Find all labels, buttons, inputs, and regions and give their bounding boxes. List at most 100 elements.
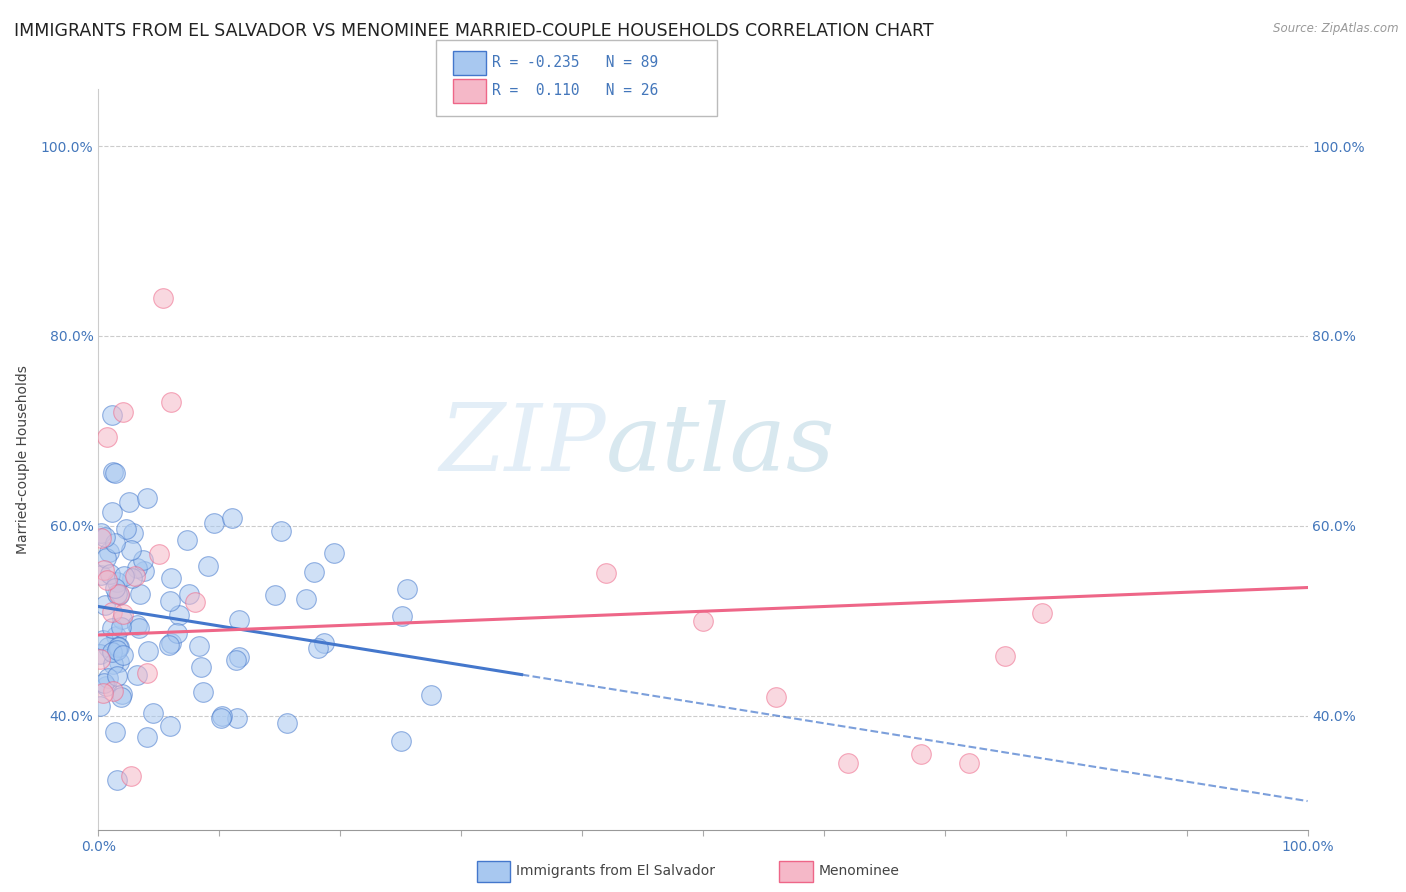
Point bbox=[314, 635, 336, 649]
Point bbox=[105, 587, 128, 601]
Point bbox=[93, 563, 115, 577]
Point bbox=[420, 688, 443, 702]
Point bbox=[148, 547, 170, 561]
Point bbox=[323, 546, 346, 560]
Point bbox=[177, 587, 200, 601]
Point bbox=[127, 668, 149, 682]
Point bbox=[211, 711, 233, 725]
Point bbox=[112, 569, 135, 583]
Point bbox=[221, 511, 243, 525]
Point bbox=[389, 734, 412, 748]
Text: IMMIGRANTS FROM EL SALVADOR VS MENOMINEE MARRIED-COUPLE HOUSEHOLDS CORRELATION C: IMMIGRANTS FROM EL SALVADOR VS MENOMINEE… bbox=[14, 22, 934, 40]
Point bbox=[90, 567, 112, 582]
Point bbox=[110, 620, 132, 634]
Point bbox=[110, 690, 132, 704]
Point bbox=[96, 430, 118, 444]
Point bbox=[1031, 606, 1053, 620]
Point bbox=[957, 756, 980, 771]
Point bbox=[166, 626, 188, 640]
Point bbox=[228, 650, 250, 665]
Point bbox=[108, 589, 131, 603]
Point bbox=[101, 621, 124, 635]
Point bbox=[159, 718, 181, 732]
Point bbox=[160, 395, 183, 409]
Point bbox=[159, 594, 181, 608]
Point bbox=[108, 656, 131, 670]
Point bbox=[391, 608, 413, 623]
Point bbox=[93, 530, 115, 544]
Point bbox=[100, 505, 122, 519]
Point bbox=[595, 566, 617, 581]
Point bbox=[142, 706, 165, 720]
Y-axis label: Married-couple Households: Married-couple Households bbox=[15, 365, 30, 554]
Point bbox=[111, 648, 134, 663]
Point bbox=[111, 607, 134, 621]
Point bbox=[98, 567, 121, 582]
Point bbox=[101, 645, 124, 659]
Point bbox=[89, 648, 111, 662]
Point bbox=[101, 684, 124, 698]
Point bbox=[96, 573, 118, 587]
Point bbox=[692, 614, 714, 628]
Point bbox=[104, 725, 127, 739]
Point bbox=[94, 680, 117, 694]
Point bbox=[103, 467, 125, 481]
Point bbox=[157, 638, 180, 652]
Point bbox=[128, 621, 150, 635]
Point bbox=[107, 640, 129, 655]
Point bbox=[100, 606, 122, 620]
Point bbox=[111, 612, 134, 626]
Point bbox=[97, 671, 120, 685]
Text: Menominee: Menominee bbox=[818, 864, 900, 879]
Point bbox=[101, 466, 124, 480]
Point bbox=[120, 543, 142, 558]
Point bbox=[112, 405, 135, 419]
Point bbox=[131, 553, 153, 567]
Point bbox=[202, 516, 225, 530]
Point bbox=[91, 633, 114, 648]
Point bbox=[910, 747, 932, 761]
Point bbox=[115, 522, 138, 536]
Point bbox=[118, 495, 141, 509]
Point bbox=[190, 659, 212, 673]
Point bbox=[89, 698, 111, 713]
Point bbox=[184, 595, 207, 609]
Point bbox=[104, 581, 127, 595]
Point bbox=[101, 409, 124, 423]
Point bbox=[96, 551, 118, 566]
Point bbox=[136, 491, 159, 506]
Point bbox=[264, 588, 287, 602]
Point bbox=[395, 582, 418, 596]
Point bbox=[136, 643, 159, 657]
Point bbox=[294, 591, 316, 606]
Point bbox=[105, 669, 128, 683]
Point bbox=[97, 544, 120, 558]
Point bbox=[91, 686, 114, 700]
Point bbox=[837, 756, 859, 771]
Point bbox=[307, 641, 329, 656]
Point bbox=[160, 636, 183, 650]
Point bbox=[225, 653, 247, 667]
Point bbox=[121, 571, 143, 585]
Point bbox=[108, 640, 131, 654]
Point bbox=[105, 772, 128, 787]
Point bbox=[211, 709, 233, 723]
Point bbox=[197, 558, 219, 573]
Point bbox=[169, 608, 191, 623]
Point bbox=[89, 651, 111, 665]
Point bbox=[108, 587, 131, 601]
Point bbox=[97, 640, 120, 654]
Text: R =  0.110   N = 26: R = 0.110 N = 26 bbox=[492, 84, 658, 98]
Point bbox=[90, 531, 112, 545]
Point bbox=[127, 561, 149, 575]
Point bbox=[120, 769, 142, 783]
Point bbox=[121, 525, 143, 540]
Point bbox=[994, 649, 1017, 664]
Point bbox=[270, 524, 292, 539]
Point bbox=[101, 657, 124, 672]
Point bbox=[765, 690, 787, 704]
Point bbox=[188, 639, 211, 653]
Point bbox=[129, 587, 152, 601]
Text: R = -0.235   N = 89: R = -0.235 N = 89 bbox=[492, 55, 658, 70]
Point bbox=[104, 629, 127, 643]
